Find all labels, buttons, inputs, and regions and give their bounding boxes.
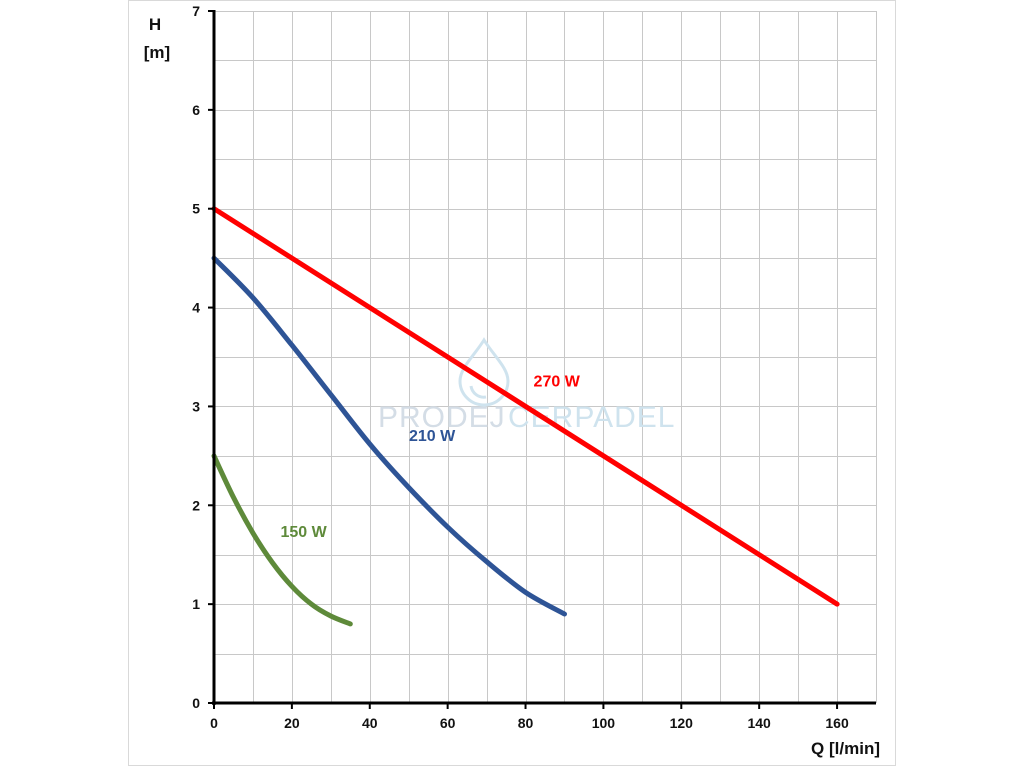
x-tick-label: 160 <box>825 715 849 731</box>
x-tick-label: 60 <box>440 715 456 731</box>
x-tick-label: 100 <box>592 715 616 731</box>
y-tick-label: 4 <box>192 300 200 316</box>
series-label-270-w: 270 W <box>534 374 581 391</box>
series-label-210-w: 210 W <box>409 428 456 445</box>
y-tick-label: 3 <box>192 398 200 414</box>
series-group <box>211 206 840 627</box>
x-axis-title: Q [l/min] <box>811 739 880 758</box>
x-tick-labels: 0 20 40 60 80 100 120 140 160 <box>210 715 849 731</box>
y-axis-title-line1: H <box>149 15 161 34</box>
y-tick-label: 5 <box>192 201 200 217</box>
watermark-text-right: CERPADEL <box>508 401 676 434</box>
chart-frame <box>128 0 896 766</box>
y-tick-labels: 0 1 2 3 4 5 6 7 <box>192 3 200 711</box>
x-tick-label: 20 <box>284 715 300 731</box>
series-labels: 270 W 210 W 150 W <box>280 374 580 541</box>
grid <box>214 11 877 703</box>
x-tick-label: 0 <box>210 715 218 731</box>
watermark-text-left: PRODEJ <box>378 401 506 434</box>
x-tick-label: 80 <box>518 715 534 731</box>
series-line-210-w <box>211 255 567 617</box>
watermark: PRODEJ CERPADEL <box>378 337 676 434</box>
water-drop-icon <box>458 337 510 407</box>
x-tick-label: 120 <box>670 715 694 731</box>
y-axis-title-line2: [m] <box>144 43 170 62</box>
x-tick-label: 40 <box>362 715 378 731</box>
series-line-150-w <box>211 453 353 627</box>
y-tick-label: 7 <box>192 3 200 19</box>
y-tick-label: 2 <box>192 497 200 513</box>
series-line-270-w <box>211 206 840 607</box>
y-tick-label: 6 <box>192 102 200 118</box>
y-tick-label: 0 <box>192 695 200 711</box>
x-tick-label: 140 <box>747 715 771 731</box>
axes <box>208 10 876 709</box>
y-tick-label: 1 <box>192 596 200 612</box>
series-label-150-w: 150 W <box>280 524 327 541</box>
